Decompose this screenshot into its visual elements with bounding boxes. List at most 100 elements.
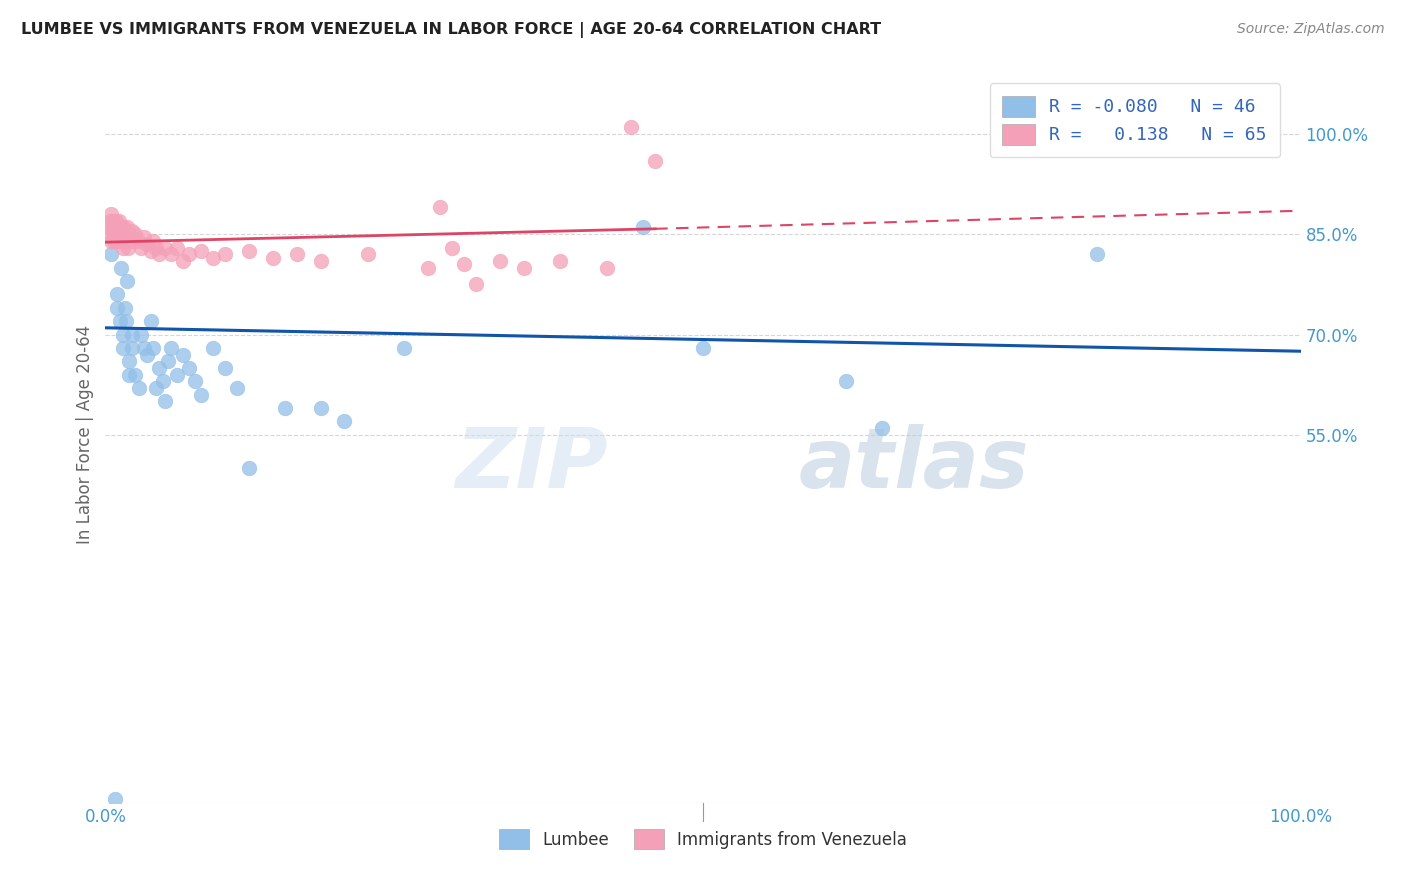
Point bbox=[98, 213, 121, 227]
Point bbox=[108, 224, 131, 238]
Point bbox=[309, 253, 332, 268]
Text: LUMBEE VS IMMIGRANTS FROM VENEZUELA IN LABOR FORCE | AGE 20-64 CORRELATION CHART: LUMBEE VS IMMIGRANTS FROM VENEZUELA IN L… bbox=[21, 22, 882, 38]
Point bbox=[692, 341, 714, 355]
Point bbox=[190, 387, 212, 401]
Point bbox=[118, 354, 141, 368]
Text: ZIP: ZIP bbox=[454, 424, 607, 505]
Point bbox=[129, 327, 153, 342]
Point bbox=[132, 230, 155, 244]
Point bbox=[121, 224, 143, 238]
Point bbox=[124, 227, 146, 241]
Point bbox=[112, 240, 135, 255]
Point bbox=[105, 213, 128, 227]
Point bbox=[464, 277, 488, 292]
Point bbox=[177, 360, 201, 375]
Point bbox=[100, 207, 122, 221]
Point bbox=[596, 260, 619, 275]
Point bbox=[103, 227, 125, 241]
Point bbox=[104, 792, 127, 806]
Point bbox=[148, 360, 170, 375]
Point bbox=[214, 360, 236, 375]
Point bbox=[136, 347, 159, 362]
Point bbox=[620, 120, 643, 134]
Point bbox=[139, 314, 162, 328]
Point bbox=[160, 341, 183, 355]
Point bbox=[107, 220, 129, 235]
Point bbox=[129, 240, 153, 255]
Point bbox=[153, 240, 177, 255]
Legend: Lumbee, Immigrants from Venezuela: Lumbee, Immigrants from Venezuela bbox=[491, 822, 915, 857]
Point bbox=[202, 341, 225, 355]
Point bbox=[118, 368, 141, 382]
Point bbox=[214, 247, 236, 261]
Point bbox=[97, 227, 120, 241]
Point bbox=[115, 220, 138, 235]
Point bbox=[166, 368, 188, 382]
Point bbox=[100, 234, 122, 248]
Point bbox=[136, 237, 159, 252]
Point bbox=[333, 414, 356, 428]
Point bbox=[112, 220, 135, 235]
Point bbox=[633, 220, 655, 235]
Point bbox=[285, 247, 308, 261]
Point bbox=[121, 327, 143, 342]
Point bbox=[112, 327, 135, 342]
Point bbox=[108, 230, 131, 244]
Point bbox=[101, 213, 124, 227]
Point bbox=[104, 227, 127, 241]
Point bbox=[418, 260, 440, 275]
Point bbox=[156, 354, 179, 368]
Point bbox=[309, 401, 332, 416]
Point bbox=[190, 244, 212, 258]
Point bbox=[114, 301, 136, 315]
Point bbox=[107, 227, 129, 241]
Point bbox=[110, 220, 132, 235]
Point bbox=[122, 234, 145, 248]
Point bbox=[101, 220, 124, 235]
Point bbox=[273, 401, 295, 416]
Point bbox=[114, 314, 136, 328]
Point bbox=[105, 234, 128, 248]
Point bbox=[127, 234, 149, 248]
Point bbox=[115, 274, 138, 288]
Point bbox=[110, 234, 132, 248]
Point bbox=[114, 234, 136, 248]
Point bbox=[145, 381, 167, 395]
Point bbox=[107, 301, 129, 315]
Point bbox=[513, 260, 536, 275]
Point bbox=[152, 374, 174, 388]
Point bbox=[98, 220, 121, 235]
Point bbox=[392, 341, 416, 355]
Point bbox=[104, 220, 127, 235]
Point bbox=[172, 347, 194, 362]
Y-axis label: In Labor Force | Age 20-64: In Labor Force | Age 20-64 bbox=[76, 326, 94, 544]
Point bbox=[548, 253, 571, 268]
Point bbox=[357, 247, 380, 261]
Point bbox=[107, 234, 129, 248]
Point bbox=[145, 240, 167, 255]
Point bbox=[128, 381, 150, 395]
Point bbox=[139, 244, 162, 258]
Point bbox=[1085, 247, 1108, 261]
Point bbox=[440, 240, 463, 255]
Point bbox=[644, 153, 666, 168]
Point bbox=[118, 227, 141, 241]
Point bbox=[132, 341, 155, 355]
Point bbox=[148, 247, 170, 261]
Point bbox=[184, 374, 207, 388]
Point bbox=[238, 244, 260, 258]
Text: atlas: atlas bbox=[799, 424, 1029, 505]
Point bbox=[142, 341, 165, 355]
Point bbox=[100, 247, 122, 261]
Point bbox=[238, 461, 260, 475]
Point bbox=[108, 314, 131, 328]
Point bbox=[262, 251, 284, 265]
Point bbox=[120, 230, 142, 244]
Text: Source: ZipAtlas.com: Source: ZipAtlas.com bbox=[1237, 22, 1385, 37]
Point bbox=[153, 394, 177, 409]
Point bbox=[177, 247, 201, 261]
Point bbox=[111, 227, 134, 241]
Point bbox=[114, 227, 136, 241]
Point bbox=[202, 251, 225, 265]
Point bbox=[160, 247, 183, 261]
